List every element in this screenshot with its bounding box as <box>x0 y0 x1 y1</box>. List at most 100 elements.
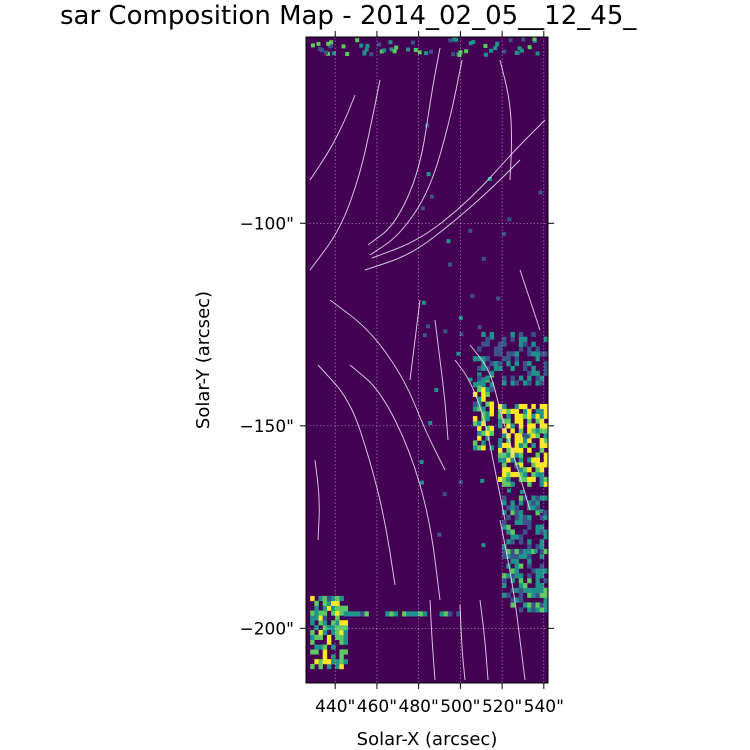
heatmap-cell-2 <box>543 437 549 444</box>
heatmap-cell-0 <box>343 649 349 655</box>
heatmap-cell-2 <box>543 462 549 468</box>
heatmap-cell-sparse <box>448 38 453 43</box>
heatmap-cell-5 <box>414 611 419 617</box>
heatmap-cell-2 <box>522 403 528 410</box>
heatmap-cell-sparse <box>483 52 488 57</box>
heatmap-cell-4 <box>518 346 524 352</box>
heatmap-cell-sparse <box>413 47 418 52</box>
heatmap-cell-4 <box>485 375 490 381</box>
heatmap-cell-4 <box>527 346 532 352</box>
heatmap-cell-3 <box>535 573 540 579</box>
heatmap-cell-0 <box>335 659 340 665</box>
heatmap-cell-2 <box>518 433 524 439</box>
heatmap-cell-0 <box>343 639 349 645</box>
heatmap-cell-4 <box>489 361 495 367</box>
y-axis-label: Solar-Y (arcsec) <box>193 291 214 429</box>
heatmap-cell-1 <box>485 391 490 397</box>
heatmap-cell-3 <box>514 597 520 603</box>
heatmap-cell-sparse <box>424 51 429 56</box>
heatmap-cell-sparse <box>451 52 456 57</box>
heatmap-cell-4 <box>497 346 503 352</box>
heatmap-cell-3 <box>527 553 532 559</box>
heatmap-cell-sparse <box>394 45 399 50</box>
heatmap-cell-3 <box>539 568 545 574</box>
heatmap-cell-0 <box>310 639 315 645</box>
heatmap-cell-1 <box>489 386 495 393</box>
heatmap-cell-1 <box>489 382 495 388</box>
heatmap-cell-0 <box>339 663 344 670</box>
heatmap-cell-sparse <box>525 434 530 439</box>
heatmap-cell-sparse <box>437 532 442 537</box>
heatmap-cell-2 <box>502 452 507 458</box>
heatmap-cell-3 <box>539 544 545 550</box>
heatmap-cell-4 <box>497 341 503 347</box>
heatmap-cell-2 <box>543 433 549 439</box>
heatmap-cell-4 <box>518 331 524 338</box>
heatmap-cell-3 <box>535 568 540 574</box>
heatmap-cell-2 <box>522 476 528 483</box>
heatmap-cell-1 <box>477 406 482 412</box>
heatmap-cell-3 <box>527 602 532 608</box>
heatmap-cell-2 <box>502 403 507 410</box>
heatmap-cell-sparse <box>481 256 486 261</box>
heatmap-cell-4 <box>527 375 532 381</box>
heatmap-cell-3 <box>510 578 515 584</box>
heatmap-cell-4 <box>497 365 503 372</box>
heatmap-cell-0 <box>326 625 332 631</box>
x-tick-label: 480" <box>399 697 439 717</box>
heatmap-cell-0 <box>331 595 336 602</box>
heatmap-cell-sparse <box>329 40 334 45</box>
heatmap-cell-sparse <box>355 38 360 43</box>
heatmap-cell-2 <box>514 437 520 444</box>
heatmap-cell-2 <box>510 481 515 487</box>
heatmap-cell-3 <box>531 548 536 555</box>
heatmap-cell-sparse <box>341 44 346 49</box>
heatmap-cell-3 <box>527 592 532 598</box>
heatmap-cell-2 <box>527 428 532 434</box>
heatmap-cell-3 <box>527 539 532 545</box>
heatmap-cell-0 <box>314 634 319 640</box>
heatmap-cell-4 <box>510 380 515 386</box>
heatmap-cell-3 <box>502 524 507 530</box>
heatmap-cell-1 <box>481 440 486 446</box>
heatmap-cell-2 <box>527 418 532 424</box>
contour-line <box>367 47 441 246</box>
heatmap-cell-2 <box>506 442 511 448</box>
heatmap-cell-4 <box>489 370 495 376</box>
heatmap-cell-sparse <box>468 377 473 382</box>
heatmap-cell-3 <box>522 587 528 593</box>
heatmap-cell-4 <box>510 365 515 372</box>
heatmap-cell-3 <box>510 558 515 564</box>
heatmap-cell-0 <box>335 634 340 640</box>
heatmap-cell-4 <box>485 336 490 342</box>
heatmap-cell-2 <box>514 447 520 453</box>
heatmap-cell-sparse <box>457 53 462 58</box>
heatmap-cell-3 <box>531 607 536 613</box>
heatmap-cell-5 <box>356 611 361 617</box>
grid-lines <box>306 37 548 683</box>
heatmap-cell-4 <box>497 361 503 367</box>
heatmap-cell-0 <box>318 595 323 602</box>
heatmap-cell-1 <box>481 386 486 393</box>
heatmap-layer <box>306 37 549 683</box>
heatmap-cell-2 <box>543 403 549 410</box>
heatmap-cell-2 <box>539 437 545 444</box>
heatmap-cell-sparse <box>522 432 527 437</box>
heatmap-cell-3 <box>506 514 511 521</box>
heatmap-cell-3 <box>527 514 532 521</box>
heatmap-cell-4 <box>518 336 524 342</box>
heatmap-cell-sparse <box>507 217 512 222</box>
heatmap-cell-2 <box>518 413 524 419</box>
heatmap-cell-3 <box>502 544 507 550</box>
heatmap-cell-2 <box>518 418 524 424</box>
heatmap-cell-3 <box>543 510 549 516</box>
heatmap-cell-3 <box>506 553 511 559</box>
heatmap-cell-sparse <box>318 47 323 52</box>
heatmap-cell-3 <box>535 510 540 516</box>
heatmap-cell-4 <box>543 351 549 357</box>
contour-line <box>329 299 446 471</box>
heatmap-cell-3 <box>510 602 515 608</box>
heatmap-cell-sparse <box>480 478 485 483</box>
heatmap-cell-3 <box>527 578 532 584</box>
x-tick-label: 520" <box>482 697 522 717</box>
